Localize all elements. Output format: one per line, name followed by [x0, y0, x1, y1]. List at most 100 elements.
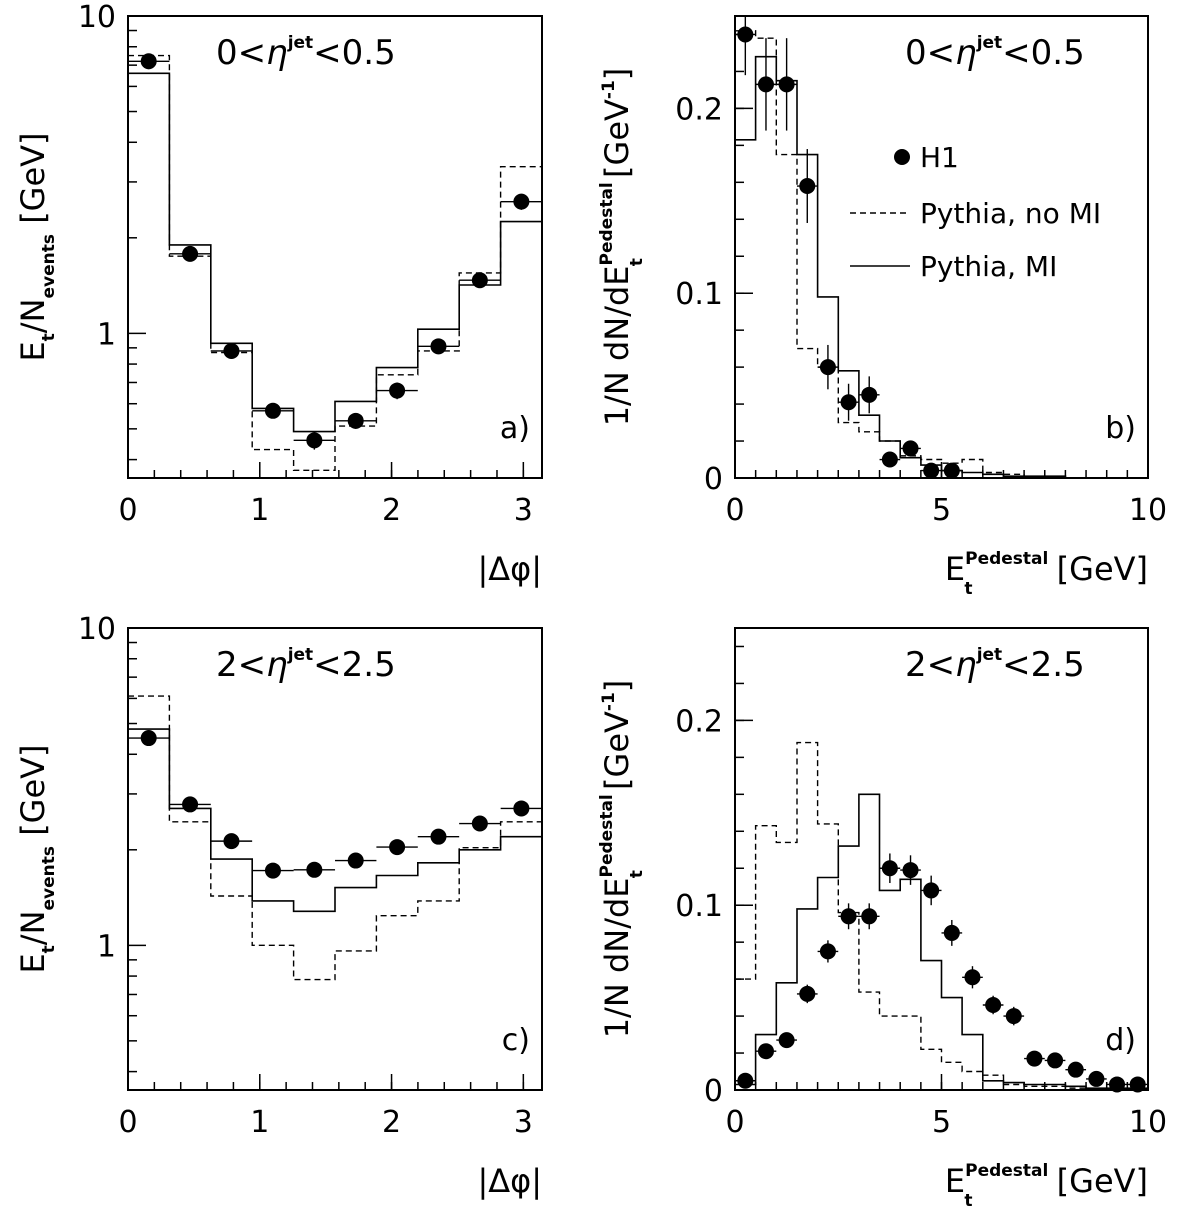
- panel-tag: b): [1105, 411, 1136, 446]
- data-point: [861, 386, 878, 403]
- x-tick-label: 0: [118, 493, 137, 528]
- data-point: [471, 272, 488, 289]
- ylab-unit: [GeV]: [14, 132, 52, 234]
- data-point: [1109, 1076, 1126, 1093]
- legend-h1-marker: [894, 149, 910, 165]
- eta-range-label: 2<ηjet<2.5: [905, 645, 1085, 685]
- x-tick-label: 2: [382, 1105, 401, 1140]
- eta-post: <2.5: [313, 645, 396, 685]
- data-point: [389, 382, 406, 399]
- data-point: [778, 76, 795, 93]
- data-point: [223, 342, 240, 359]
- data-point: [902, 862, 919, 879]
- panel-tag: a): [500, 411, 530, 446]
- plot-frame: [127, 15, 543, 479]
- eta-sup: jet: [976, 645, 1002, 665]
- data-point: [1005, 1008, 1022, 1025]
- data-point: [819, 359, 836, 376]
- eta-range-label: 0<ηjet<0.5: [216, 33, 396, 73]
- data-point: [513, 193, 530, 210]
- data-point: [347, 852, 364, 869]
- data-point: [306, 861, 323, 878]
- data-point: [881, 860, 898, 877]
- data-point: [182, 796, 199, 813]
- xlab-sup: Pedestal: [965, 1161, 1048, 1181]
- eta-sup: jet: [287, 33, 313, 53]
- ylab-sub: t: [627, 258, 647, 266]
- xlab-sub: t: [964, 1191, 972, 1207]
- data-point: [1026, 1050, 1043, 1067]
- y-axis-label: Et/Nevents [GeV]: [14, 744, 59, 973]
- data-point: [778, 1032, 795, 1049]
- ylab-sub2: events: [39, 234, 59, 299]
- legend-h1-label: H1: [920, 141, 959, 174]
- ylab-unit: [GeV]: [14, 744, 52, 846]
- x-tick-label: 5: [932, 493, 951, 528]
- legend-nomi-label: Pythia, no MI: [920, 197, 1101, 230]
- hist-pythia-mi: [735, 793, 1148, 1089]
- xlab-sub: t: [964, 579, 972, 599]
- ylab-sub: t: [627, 870, 647, 878]
- eta-pre: 2<: [216, 645, 266, 685]
- panel-c: 0 1 2 3 1 10 2<ηjet<2.5 c) |Δφ| Et/Nevents [GeV]: [14, 612, 543, 1200]
- x-tick-label: 0: [118, 1105, 137, 1140]
- data-point: [1129, 1076, 1146, 1093]
- x-axis-label: EPedestal t [GeV]: [945, 549, 1148, 599]
- x-tick-label: 10: [1129, 493, 1167, 528]
- ylab-mid: /N: [14, 298, 52, 333]
- eta-sup: jet: [287, 645, 313, 665]
- data-point: [140, 730, 157, 747]
- eta-sup: jet: [976, 33, 1002, 53]
- x-tick-label: 3: [514, 1105, 533, 1140]
- data-point: [737, 26, 754, 43]
- data-point: [223, 833, 240, 850]
- y-tick-label: 10: [78, 612, 116, 647]
- eta-pre: 0<: [905, 33, 955, 73]
- data-point: [430, 338, 447, 355]
- ylab-mid: /N: [14, 910, 52, 945]
- y-axis-label: 1/N dN/dEPedestal t [GeV-1]: [597, 680, 647, 1039]
- y-axis-label: Et/Nevents [GeV]: [14, 132, 59, 361]
- hist-pythia-mi: [735, 55, 1148, 479]
- y-tick-label: 1: [97, 929, 116, 964]
- data-point: [902, 440, 919, 457]
- hist-pythia-mi: [128, 72, 542, 433]
- eta-symbol: η: [955, 33, 977, 73]
- eta-range-label: 2<ηjet<2.5: [216, 645, 396, 685]
- plot-frame: [734, 627, 1149, 1091]
- ylab-main: E: [14, 953, 52, 973]
- y-axis-label-group: 1/N dN/dEPedestal t [GeV-1]: [597, 68, 647, 427]
- ylab-pre: 1/N dN/dE: [598, 265, 636, 426]
- ylab-unitsup: -1: [599, 692, 619, 711]
- data-point: [840, 908, 857, 925]
- plot-frame: [127, 627, 543, 1091]
- y-axis-label: 1/N dN/dEPedestal t [GeV-1]: [597, 68, 647, 427]
- panel-tag: d): [1105, 1023, 1136, 1058]
- y-tick-label: 0.2: [675, 92, 723, 127]
- x-tick-label: 5: [932, 1105, 951, 1140]
- data-point: [819, 943, 836, 960]
- data-point: [861, 908, 878, 925]
- y-axis-label-group: Et/Nevents [GeV]: [14, 744, 59, 973]
- data-point: [799, 985, 816, 1002]
- eta-symbol: η: [955, 645, 977, 685]
- ylab-sup: Pedestal: [597, 794, 617, 877]
- data-point: [347, 412, 364, 429]
- y-tick-label: 0.1: [675, 277, 723, 312]
- y-axis-label-group: Et/Nevents [GeV]: [14, 132, 59, 361]
- data-point: [389, 839, 406, 856]
- panel-tag: c): [502, 1023, 530, 1058]
- y-axis-label-group: 1/N dN/dEPedestal t [GeV-1]: [597, 680, 647, 1039]
- data-point: [943, 924, 960, 941]
- eta-symbol: η: [266, 645, 288, 685]
- data-point: [264, 402, 281, 419]
- ylab-close: ]: [598, 68, 636, 80]
- data-point: [1067, 1061, 1084, 1078]
- ylab-unit: [GeV: [598, 99, 636, 188]
- data-point: [430, 828, 447, 845]
- x-tick-label: 2: [382, 493, 401, 528]
- data-point: [757, 76, 774, 93]
